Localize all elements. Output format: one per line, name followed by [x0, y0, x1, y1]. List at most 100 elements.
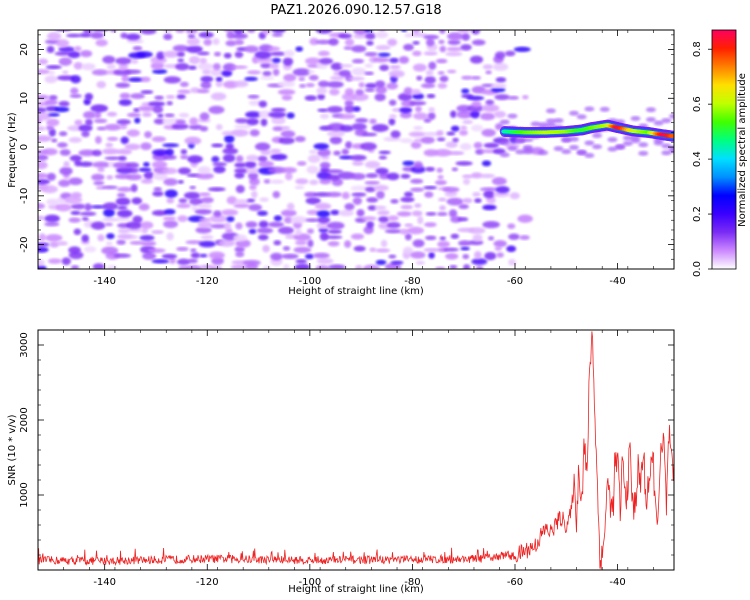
spectrogram-cell: [499, 152, 510, 158]
spectrogram-cell: [139, 235, 155, 241]
spectrogram-cell: [491, 87, 506, 93]
spectrogram-cell: [319, 178, 332, 185]
spectrogram-cell: [118, 155, 127, 161]
spectrogram-cell: [530, 121, 541, 127]
spectrogram-cell: [246, 198, 256, 203]
spectrogram-cell: [38, 246, 49, 253]
snr-x-label: Height of straight line (km): [288, 584, 424, 595]
spectrogram-cell: [254, 50, 272, 59]
spectrogram-cell: [410, 32, 428, 38]
spectrogram-cell: [148, 248, 166, 253]
spectrogram-cell: [56, 142, 68, 148]
spectrogram-cell: [46, 118, 60, 127]
spectrogram-cell: [63, 161, 70, 168]
spectrogram-cell: [353, 245, 366, 252]
spectrogram-cell: [423, 118, 432, 123]
spectrogram-cell: [175, 62, 190, 71]
spectrogram-cell: [615, 144, 626, 150]
spectrogram-cell: [215, 76, 223, 82]
spectrogram-cell: [407, 226, 425, 235]
spectrogram-cell: [162, 167, 178, 175]
spectrogram-cell: [143, 162, 150, 168]
spectrogram-cell: [283, 73, 297, 82]
spectrogram-cell: [360, 142, 377, 151]
spectrogram-cell: [409, 100, 427, 106]
spectrogram-cell: [396, 211, 412, 217]
spectrogram-cell: [277, 226, 294, 235]
spectrogram-cell: [272, 57, 281, 64]
spectrogram-cell: [390, 198, 399, 204]
spectrogram-cell: [120, 136, 129, 145]
spectrogram-cell: [356, 209, 365, 217]
spectrogram-cell: [317, 80, 330, 88]
spectrogram-cell: [306, 209, 320, 216]
spectrogram-cell: [388, 70, 405, 78]
spectrogram-cell: [468, 227, 486, 234]
spectrogram-cell: [351, 123, 367, 131]
spectrogram-cell: [117, 233, 135, 240]
spectrogram-cell: [151, 136, 167, 143]
spectrogram-cell: [319, 57, 334, 65]
spectrogram-cell: [295, 178, 309, 185]
spectrogram-cell: [282, 246, 291, 251]
spectrogram-cell: [225, 40, 237, 47]
spectrogram-cell: [91, 173, 105, 181]
spectrogram-cell: [81, 63, 96, 71]
spectrogram-cell: [471, 39, 486, 46]
spectrogram-cell: [38, 69, 51, 75]
spectrogram-cell: [294, 263, 311, 269]
spectrogram-cell: [316, 87, 328, 95]
snr-x-tick-label: -40: [609, 577, 625, 588]
spectrogram-cell: [258, 220, 269, 229]
spectrogram-cell: [638, 150, 649, 156]
spectrogram-cell: [74, 119, 83, 126]
spectrogram-cell: [141, 240, 157, 247]
spectrogram-cell: [166, 232, 174, 241]
spectrogram-cell: [353, 30, 369, 35]
spectrogram-cell: [233, 234, 247, 242]
spectrogram-cell: [176, 94, 186, 100]
snr-x-tick-label: -80: [404, 577, 420, 588]
colorbar-tick-label: 0.0: [692, 261, 703, 277]
spectrogram-cell: [235, 155, 244, 163]
spectrogram-cell: [260, 149, 272, 156]
spectrogram-cell: [461, 75, 473, 80]
spectrogram-cell: [319, 232, 329, 241]
spectrogram-cell: [162, 117, 180, 126]
spectrogram-cell: [106, 136, 119, 141]
spectrogram-cell: [553, 146, 564, 152]
spectrogram-cell: [451, 167, 459, 172]
spectrogram-cell: [73, 228, 82, 236]
spectrogram-cell: [424, 191, 434, 198]
spectrogram-cell: [233, 80, 249, 88]
spectrogram-cell: [56, 241, 68, 246]
spectrogram-cell: [326, 174, 341, 181]
spectrogram-cell: [369, 118, 377, 125]
spectrogram-cell: [483, 142, 500, 149]
spectrogram-cell: [92, 263, 105, 269]
spectrogram-cell: [403, 43, 414, 51]
spectrogram-cell: [446, 197, 464, 206]
spectrogram-cell: [119, 92, 131, 100]
spectrogram-cell: [200, 81, 212, 90]
spectrogram-cell: [244, 161, 257, 169]
spectrogram-cell: [437, 71, 445, 75]
spectrogram-cell: [307, 154, 321, 163]
spectrogram-cell: [366, 221, 375, 229]
spectrogram-cell: [413, 112, 428, 120]
spectrogram-cell: [66, 33, 82, 38]
spectrogram-cell: [38, 112, 52, 121]
spectrogram-cell: [270, 148, 282, 154]
spectrogram-cell: [234, 172, 245, 179]
spectrogram-cell: [140, 76, 151, 83]
spectrogram-cell: [295, 46, 304, 52]
spectrogram-cell: [350, 233, 365, 240]
spectrogram-cell: [247, 94, 260, 99]
spectrogram-cell: [38, 172, 49, 179]
spectrogram-cell: [259, 197, 269, 202]
spectrogram-cell: [126, 173, 142, 181]
spectrogram-cell: [576, 150, 587, 156]
spectrogram-cell: [389, 114, 397, 119]
spectrogram-cell: [118, 63, 129, 71]
